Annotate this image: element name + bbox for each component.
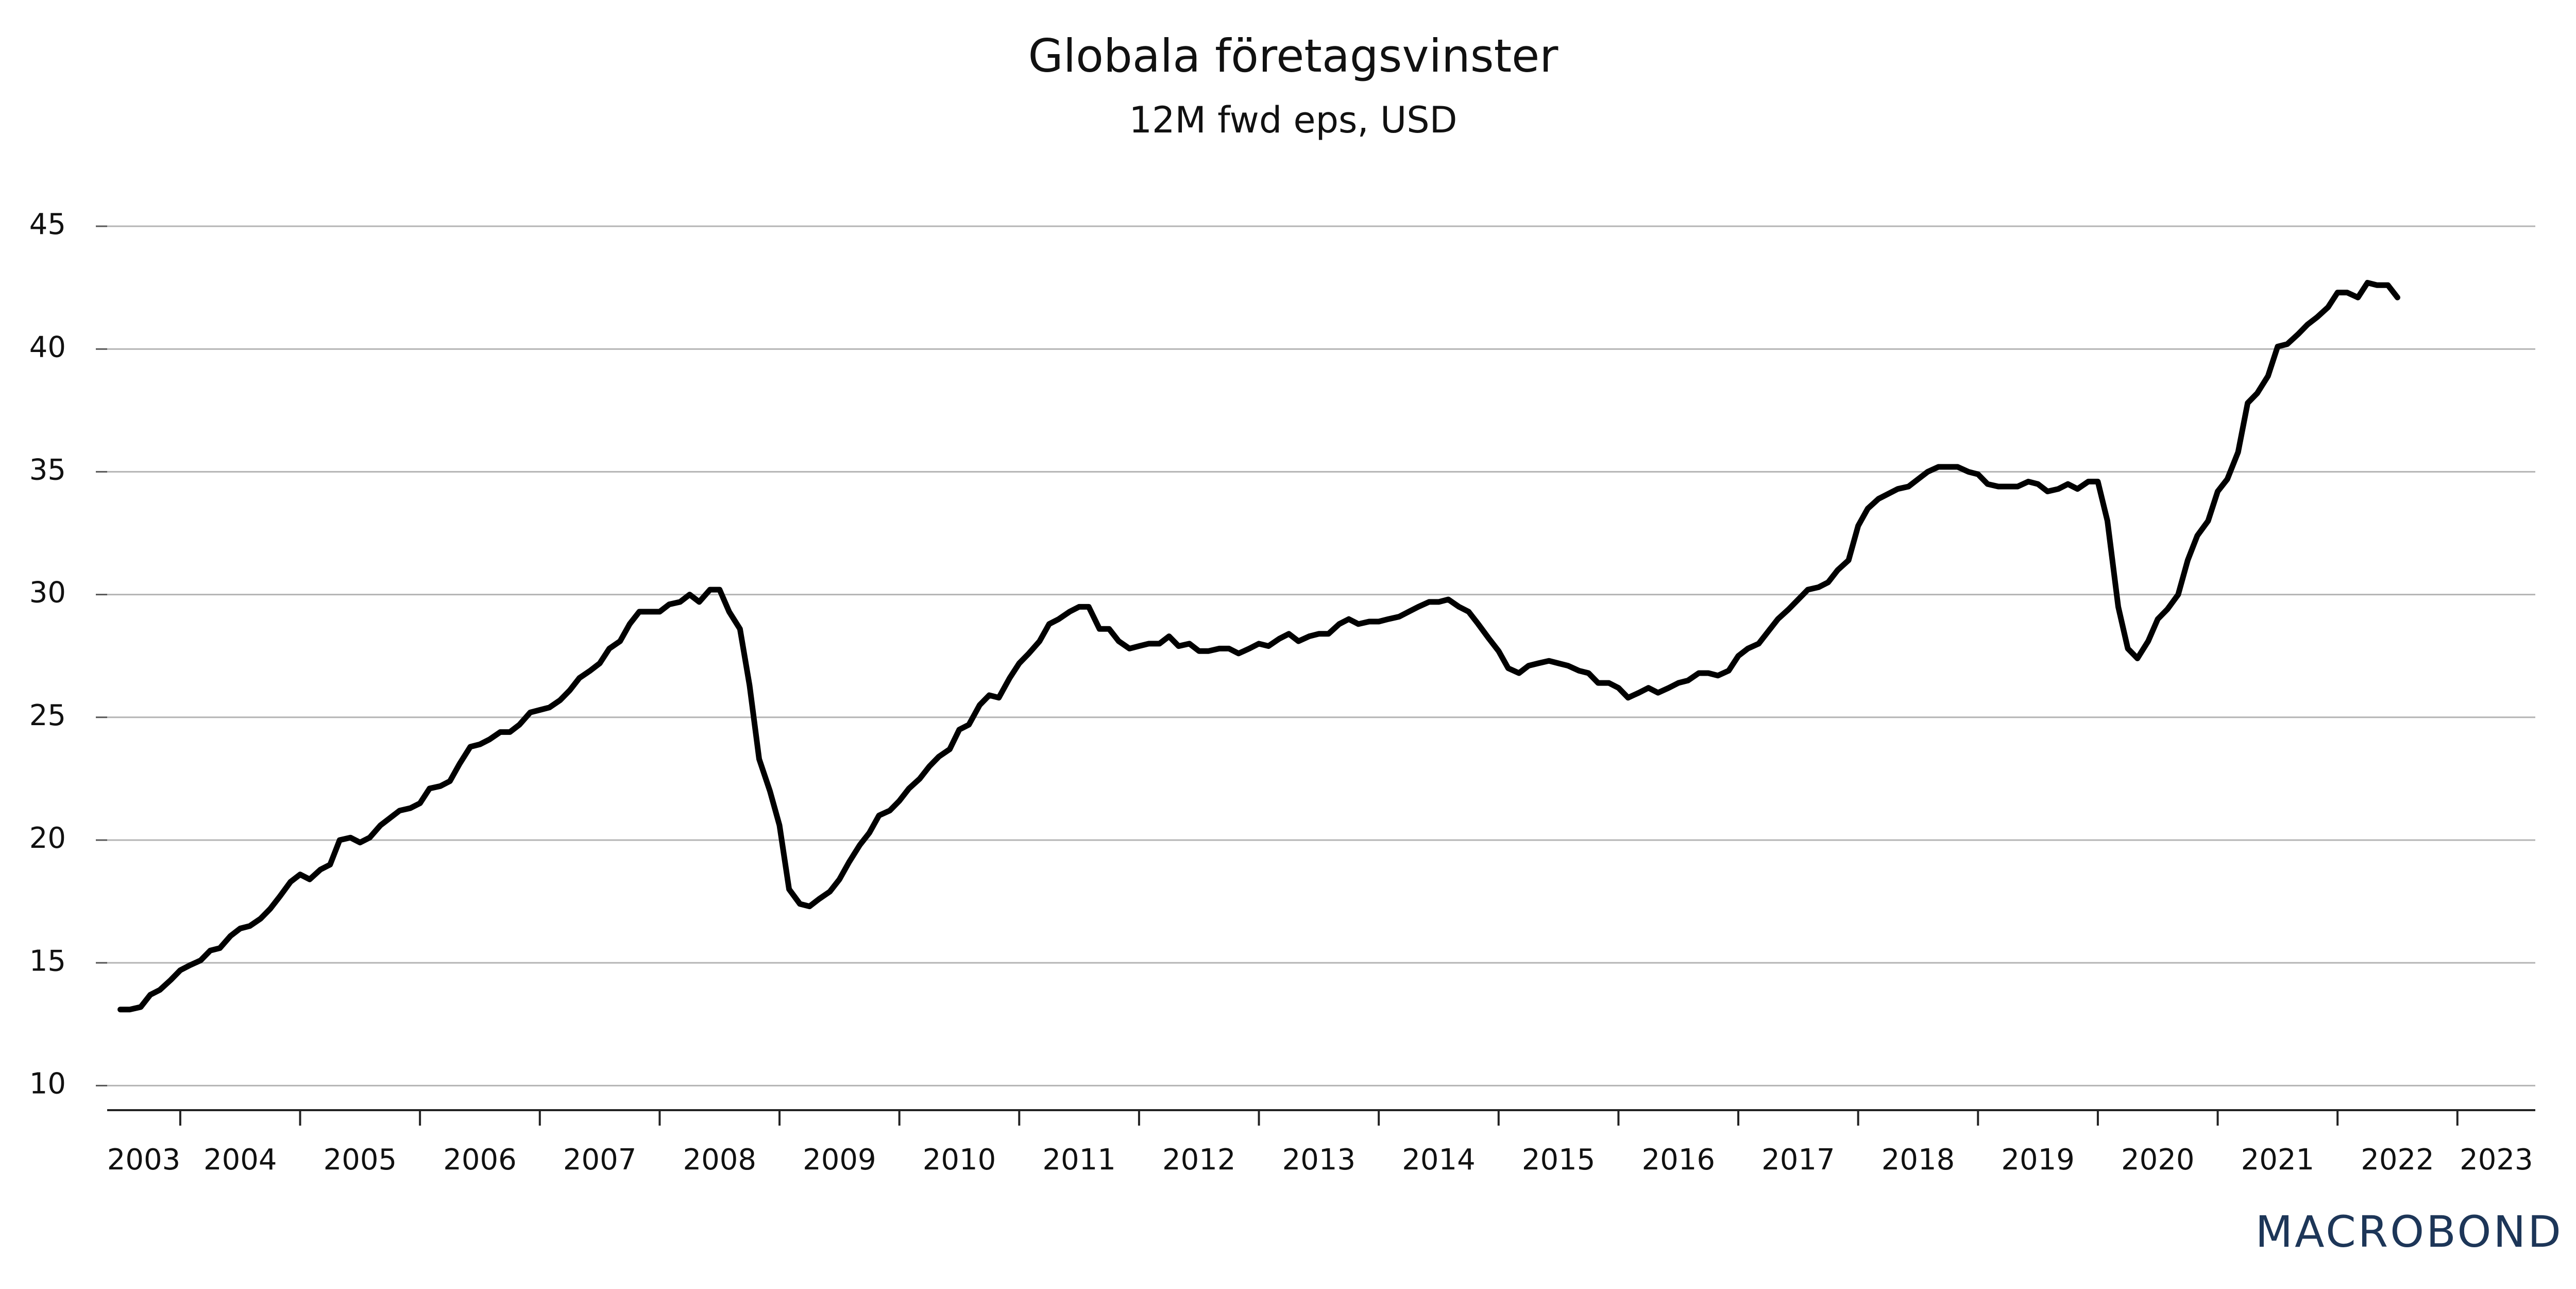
chart-subtitle: 12M fwd eps, USD: [1129, 99, 1457, 141]
x-tick-label: 2019: [2001, 1143, 2075, 1177]
x-tick-label: 2018: [1882, 1143, 1955, 1177]
y-tick-label: 35: [29, 454, 66, 487]
y-tick-label: 25: [29, 699, 66, 732]
x-tick-label: 2008: [683, 1143, 756, 1177]
x-tick-label: 2009: [803, 1143, 876, 1177]
x-tick-label: 2022: [2361, 1143, 2434, 1177]
x-tick-label: 2004: [204, 1143, 277, 1177]
x-tick-label: 2006: [443, 1143, 517, 1177]
y-tick-label: 20: [29, 822, 66, 855]
x-tick-label: 2005: [324, 1143, 397, 1177]
x-tick-label: 2017: [1761, 1143, 1835, 1177]
x-tick-label: 2014: [1402, 1143, 1476, 1177]
logo: MACROBOND: [2256, 1207, 2563, 1257]
y-tick-label: 10: [29, 1067, 66, 1101]
x-tick-label: 2015: [1522, 1143, 1596, 1177]
x-tick-label: 2020: [2121, 1143, 2195, 1177]
x-tick-label: 2023: [2460, 1143, 2533, 1177]
x-tick-label: 2012: [1162, 1143, 1236, 1177]
y-tick-label: 45: [29, 208, 66, 241]
x-tick-label: 2016: [1641, 1143, 1715, 1177]
data-line: [117, 280, 2400, 1013]
x-tick-label: 2007: [563, 1143, 637, 1177]
y-tick-label: 15: [29, 944, 66, 978]
x-tick-label: 2021: [2241, 1143, 2315, 1177]
y-tick-label: 40: [29, 330, 66, 364]
x-tick-label: 2003: [107, 1143, 181, 1177]
x-tick-label: 2011: [1042, 1143, 1116, 1177]
chart-title: Globala företagsvinster: [1028, 29, 1559, 82]
y-tick-label: 30: [29, 576, 66, 610]
x-tick-label: 2010: [923, 1143, 996, 1177]
x-tick-label: 2013: [1282, 1143, 1356, 1177]
